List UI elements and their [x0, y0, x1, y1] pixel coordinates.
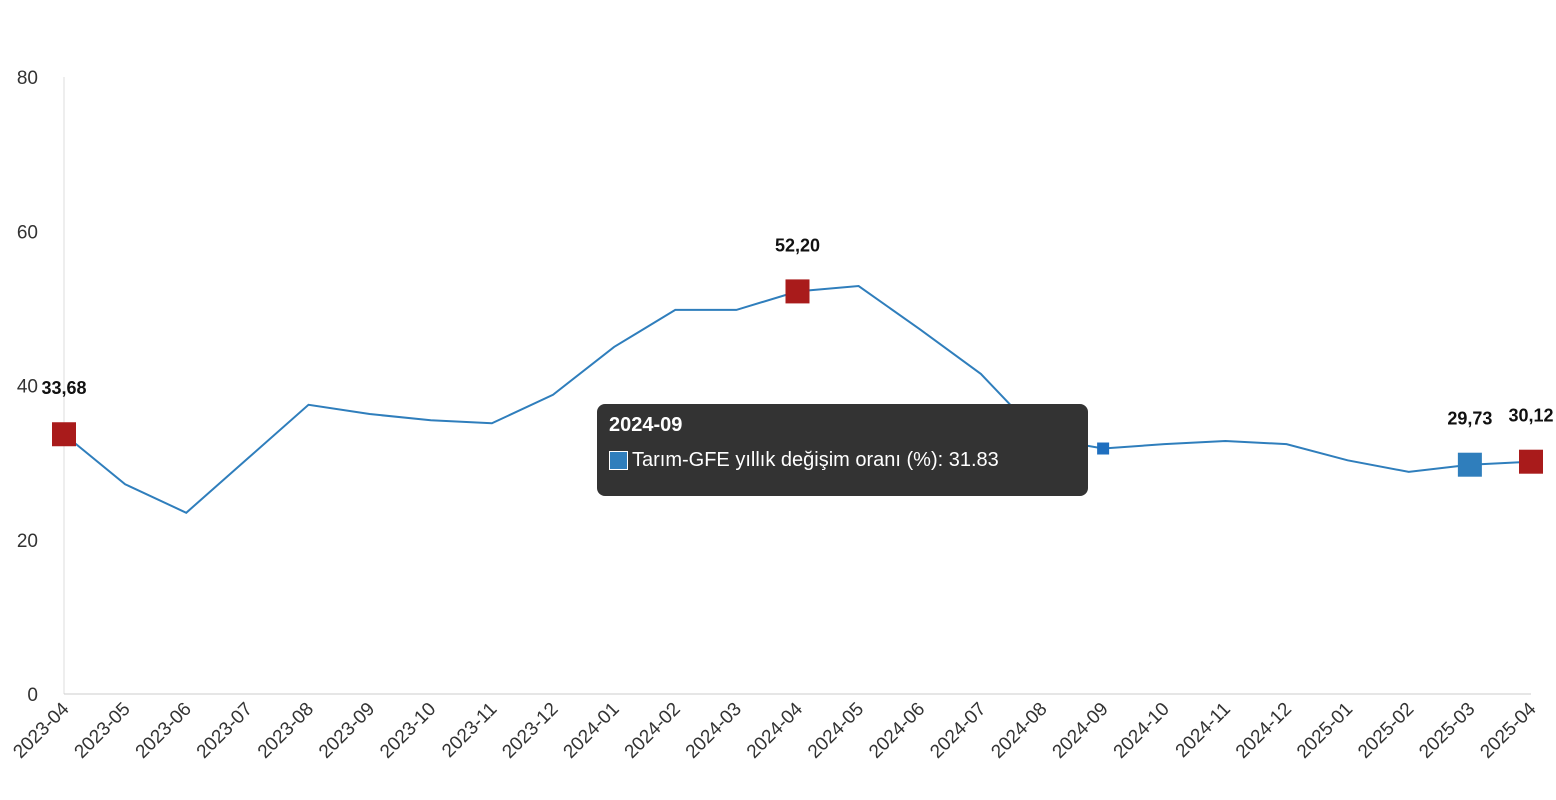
x-tick-label: 2023-09: [315, 699, 379, 763]
x-tick-label: 2023-11: [438, 699, 501, 762]
x-tick-label: 2025-03: [1415, 699, 1479, 763]
x-tick-label: 2024-01: [560, 699, 624, 763]
x-tick-label: 2025-01: [1293, 699, 1357, 763]
x-tick-label: 2024-12: [1232, 699, 1296, 763]
x-tick-label: 2023-12: [498, 699, 562, 763]
marker: [52, 422, 76, 447]
marker: [1519, 449, 1543, 474]
tooltip: 2024-09 Tarım-GFE yıllık değişim oranı (…: [597, 404, 1088, 496]
x-tick-label: 2024-07: [926, 699, 990, 763]
marker: [1457, 452, 1482, 477]
x-tick-label: 2023-05: [71, 699, 135, 763]
data-label: 29,73: [1447, 409, 1492, 429]
tooltip-text: Tarım-GFE yıllık değişim oranı (%): 31.8…: [632, 449, 999, 471]
x-tick-label: 2024-03: [682, 699, 746, 763]
x-tick-label: 2024-05: [804, 699, 868, 763]
x-tick-label: 2024-04: [743, 698, 807, 762]
x-tick-label: 2023-04: [9, 698, 73, 762]
tooltip-swatch: [609, 451, 628, 470]
x-tick-label: 2024-09: [1049, 699, 1113, 763]
x-tick-label: 2024-11: [1172, 699, 1235, 762]
x-tick-label: 2024-08: [987, 699, 1051, 763]
x-tick-label: 2024-02: [621, 699, 685, 763]
x-tick-label: 2023-08: [254, 699, 318, 763]
y-tick-label: 60: [17, 222, 38, 243]
data-label: 52,20: [775, 235, 820, 255]
data-label: 30,12: [1508, 406, 1553, 426]
x-tick-label: 2025-04: [1476, 698, 1540, 762]
x-tick-label: 2023-07: [193, 699, 257, 763]
y-tick-label: 40: [17, 377, 38, 398]
y-tick-label: 80: [17, 68, 38, 89]
x-tick-label: 2023-06: [132, 699, 196, 763]
x-tick-label: 2025-02: [1354, 699, 1418, 763]
marker: [1097, 442, 1110, 455]
data-label: 33,68: [41, 378, 86, 398]
x-tick-label: 2023-10: [376, 699, 440, 763]
x-tick-label: 2024-06: [865, 699, 929, 763]
y-tick-label: 20: [17, 531, 38, 552]
y-tick-label: 0: [27, 685, 38, 706]
x-tick-label: 2024-10: [1110, 699, 1174, 763]
marker: [785, 279, 810, 304]
tooltip-title: 2024-09: [609, 414, 683, 436]
